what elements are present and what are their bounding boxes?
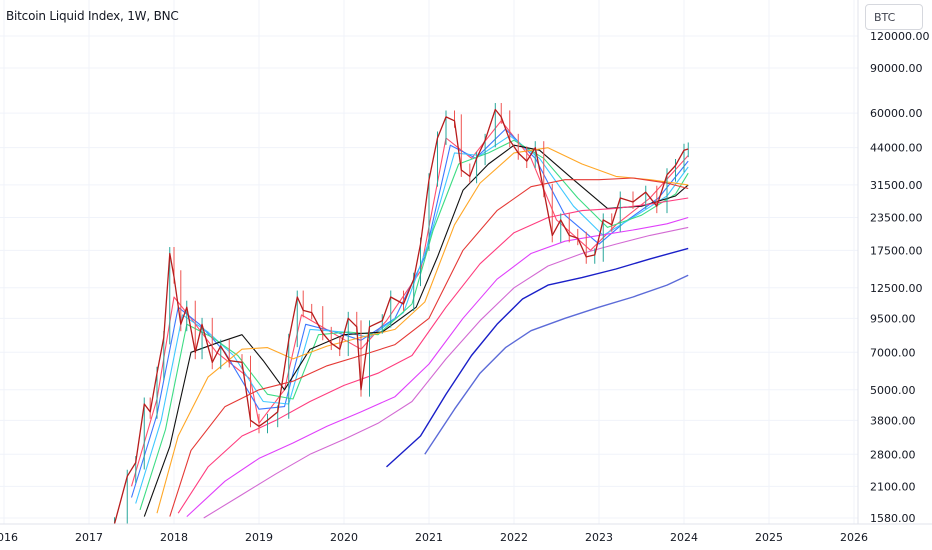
moving-average-line: [130, 128, 689, 498]
y-tick-label: 2100.00: [870, 480, 916, 493]
symbol-search-value: BTC: [874, 11, 896, 24]
x-tick-label: 2021: [415, 531, 443, 544]
y-tick-label: 120000.00: [870, 30, 930, 43]
moving-average-line: [143, 144, 689, 517]
y-tick-label: 12500.00: [870, 282, 923, 295]
x-tick-label: 2025: [755, 531, 783, 544]
y-tick-label: 17500.00: [870, 244, 923, 257]
y-tick-label: 90000.00: [870, 62, 923, 75]
moving-average-line: [130, 120, 689, 487]
y-tick-label: 31500.00: [870, 179, 923, 192]
x-tick-label: 2022: [500, 531, 528, 544]
moving-average-line: [169, 177, 689, 517]
y-tick-label: 3800.00: [870, 414, 916, 427]
moving-average-lines: [130, 120, 689, 519]
moving-average-line: [386, 247, 689, 468]
y-tick-label: 2800.00: [870, 448, 916, 461]
moving-average-line: [203, 226, 689, 519]
price-axis[interactable]: 120000.00 90000.00 60000.00 44000.00 31500.0…: [857, 0, 930, 525]
y-tick-label: 5000.00: [870, 384, 916, 397]
y-tick-label: 23500.00: [870, 211, 923, 224]
y-tick-label: 7000.00: [870, 346, 916, 359]
x-tick-label: 2019: [245, 531, 273, 544]
price-line: [113, 108, 689, 524]
x-tick-label: 2018: [160, 531, 188, 544]
y-tick-label: 44000.00: [870, 142, 923, 155]
x-tick-label: 2020: [330, 531, 358, 544]
symbol-search-box[interactable]: BTC: [865, 4, 923, 30]
x-tick-label: 2023: [585, 531, 613, 544]
grid: [0, 0, 858, 524]
y-tick-label: 60000.00: [870, 107, 923, 120]
y-tick-label: 1580.00: [870, 512, 916, 525]
time-axis[interactable]: 2016 2017 2018 2019 2020 2021 2022 2023 2024 2025…: [0, 523, 932, 544]
chart-title: Bitcoin Liquid Index, 1W, BNC: [6, 9, 179, 23]
price-series: [113, 103, 689, 524]
x-tick-label: 2017: [75, 531, 103, 544]
moving-average-line: [424, 274, 689, 455]
moving-average-line: [156, 147, 689, 514]
y-tick-label: 9500.00: [870, 312, 916, 325]
moving-average-line: [186, 216, 689, 518]
x-tick-label: 2024: [670, 531, 698, 544]
moving-average-line: [135, 135, 689, 504]
x-tick-label: 2026: [840, 531, 868, 544]
x-tick-label: 2016: [0, 531, 18, 544]
